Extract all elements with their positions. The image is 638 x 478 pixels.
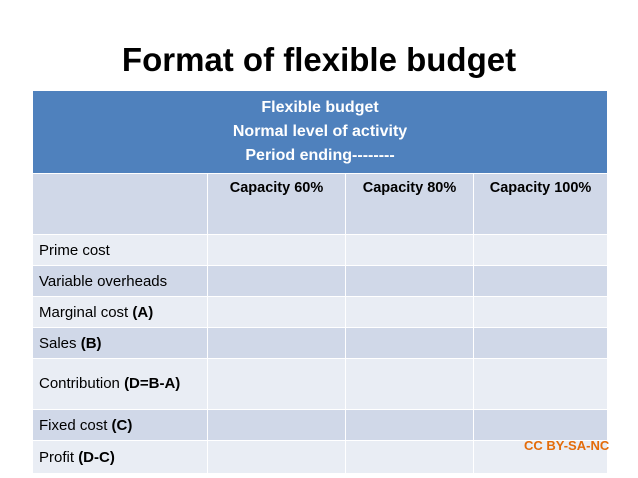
header-line-period: Period ending--------	[245, 147, 395, 164]
header-line-activity: Normal level of activity	[232, 123, 408, 140]
table-cell	[472, 296, 609, 328]
column-header-capacity-100: Capacity 100%	[472, 173, 609, 235]
row-label-profit: Profit (D-C)	[32, 440, 208, 474]
table-row: Variable overheads	[32, 265, 609, 297]
table-cell	[472, 409, 609, 441]
table-cell	[207, 409, 346, 441]
row-label-contribution: Contribution (D=B-A)	[32, 358, 208, 410]
table-cell	[345, 358, 474, 410]
table-row: Profit (D-C)	[32, 440, 609, 474]
table-cell	[207, 358, 346, 410]
row-label-fixed-cost: Fixed cost (C)	[32, 409, 208, 441]
row-label-variable-overheads: Variable overheads	[32, 265, 208, 297]
table-cell	[207, 296, 346, 328]
table-cell	[472, 234, 609, 266]
table-cell	[345, 440, 474, 474]
column-header-capacity-80: Capacity 80%	[345, 173, 474, 235]
table-row: Marginal cost (A)	[32, 296, 609, 328]
table-cell	[345, 234, 474, 266]
license-label: CC BY-SA-NC	[524, 438, 610, 453]
table-cell	[345, 327, 474, 359]
column-header-blank	[32, 173, 208, 235]
table-row: Sales (B)	[32, 327, 609, 359]
row-label-marginal-cost: Marginal cost (A)	[32, 296, 208, 328]
table-cell	[207, 234, 346, 266]
table-cell	[472, 358, 609, 410]
table-cell	[472, 440, 609, 474]
column-header-capacity-60: Capacity 60%	[207, 173, 346, 235]
table-row: Prime cost	[32, 234, 609, 266]
table-cell	[345, 296, 474, 328]
row-label-sales: Sales (B)	[32, 327, 208, 359]
table-cell	[472, 265, 609, 297]
table-cell	[345, 409, 474, 441]
table-row: Fixed cost (C)	[32, 409, 609, 441]
row-label-prime-cost: Prime cost	[32, 234, 208, 266]
flexible-budget-table: Flexible budget Normal level of activity…	[31, 90, 609, 474]
table-cell	[207, 265, 346, 297]
table-cell	[207, 440, 346, 474]
table-row: Contribution (D=B-A)	[32, 358, 609, 410]
table-cell	[207, 327, 346, 359]
table-cell	[345, 265, 474, 297]
table-header: Flexible budget Normal level of activity…	[31, 90, 609, 174]
table-cell	[472, 327, 609, 359]
header-line-budget: Flexible budget	[261, 99, 379, 116]
page-title: Format of flexible budget	[121, 41, 517, 78]
